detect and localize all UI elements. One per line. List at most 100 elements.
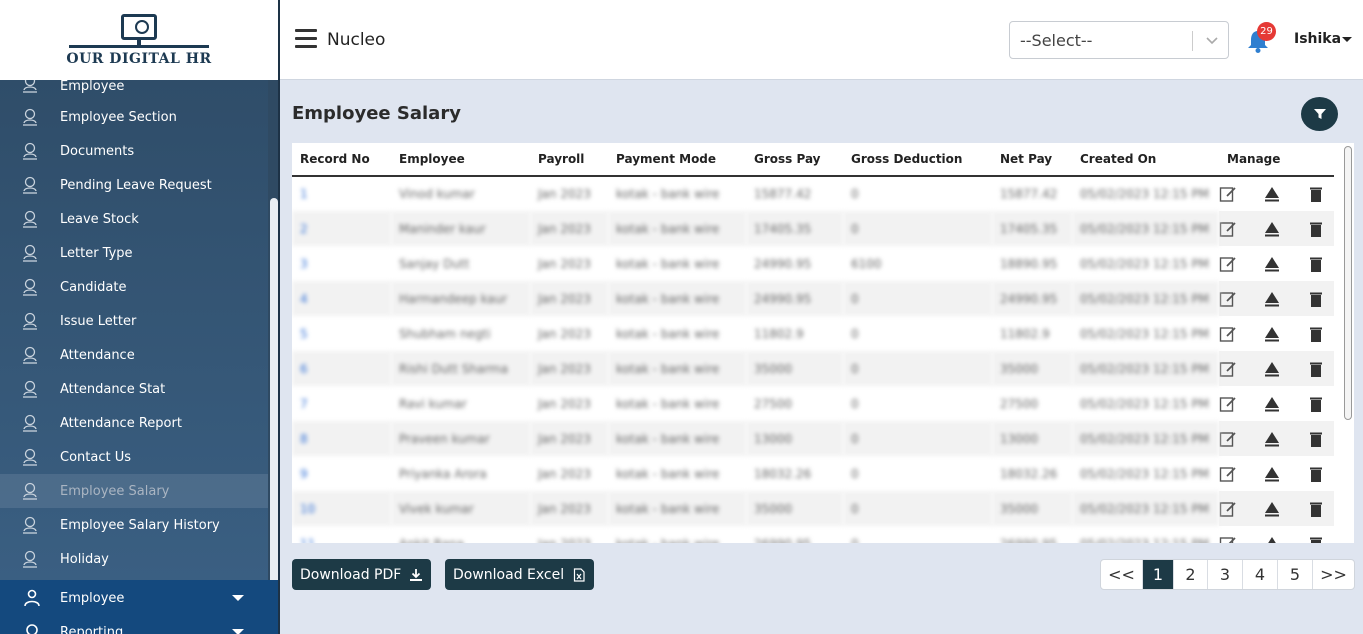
column-header[interactable]: Manage <box>1219 143 1334 177</box>
column-header[interactable]: Record No <box>292 143 391 177</box>
pagination-last[interactable]: >> <box>1320 565 1347 584</box>
upload-icon[interactable] <box>1263 325 1281 343</box>
pagination-page[interactable]: 2 <box>1174 560 1208 589</box>
filter-button[interactable] <box>1301 97 1338 131</box>
edit-icon[interactable] <box>1219 360 1237 378</box>
edit-icon[interactable] <box>1219 395 1237 413</box>
sidebar-item-employee-section[interactable]: Employee Section <box>0 100 268 134</box>
caret-down-icon[interactable] <box>1342 37 1352 42</box>
upload-icon[interactable] <box>1263 535 1281 543</box>
column-header[interactable]: Payment Mode <box>608 143 746 177</box>
sidebar-item-employee[interactable]: Employee <box>0 80 268 94</box>
table-row[interactable]: 10 Vivek kumar Jan 2023 kotak - bank wire 35… <box>292 491 1334 526</box>
sidebar-item-attendance[interactable]: Attendance <box>0 338 268 372</box>
sidebar-item-contact-us[interactable]: Contact Us <box>0 440 268 474</box>
record-link[interactable]: 11 <box>292 526 391 544</box>
sidebar-item-attendance-report[interactable]: Attendance Report <box>0 406 268 440</box>
edit-icon[interactable] <box>1219 465 1237 483</box>
record-link[interactable]: 9 <box>300 466 308 481</box>
upload-icon[interactable] <box>1263 185 1281 203</box>
download-pdf-button[interactable]: Download PDF <box>292 559 432 590</box>
upload-icon[interactable] <box>1263 290 1281 308</box>
edit-icon[interactable] <box>1219 220 1237 238</box>
sidebar-item-employee-salary[interactable]: Employee Salary <box>0 474 268 508</box>
delete-icon[interactable] <box>1307 325 1325 343</box>
hamburger-menu-icon[interactable] <box>295 29 317 49</box>
download-excel-button[interactable]: Download Excel <box>445 559 595 590</box>
sidebar-item-attendance-stat[interactable]: Attendance Stat <box>0 372 268 406</box>
pagination-first[interactable]: << <box>1101 560 1143 589</box>
table-row[interactable]: 4 Harmandeep kaur Jan 2023 kotak - bank wir… <box>292 281 1334 316</box>
edit-icon[interactable] <box>1219 325 1237 343</box>
table-row[interactable]: 3 Sanjay Dutt Jan 2023 kotak - bank wire 249… <box>292 246 1334 281</box>
delete-icon[interactable] <box>1307 220 1325 238</box>
edit-icon[interactable] <box>1219 255 1237 273</box>
upload-icon[interactable] <box>1263 360 1281 378</box>
delete-icon[interactable] <box>1307 395 1325 413</box>
sidebar-item-issue-letter[interactable]: Issue Letter <box>0 304 268 338</box>
sidebar-item-employee-salary-history[interactable]: Employee Salary History <box>0 508 268 542</box>
table-row[interactable]: 1 Vinod kumar Jan 2023 kotak - bank wire 158… <box>292 176 1334 211</box>
delete-icon[interactable] <box>1307 535 1325 543</box>
edit-icon[interactable] <box>1219 430 1237 448</box>
record-link[interactable]: 10 <box>292 491 391 526</box>
record-link[interactable]: 8 <box>292 421 391 456</box>
pagination-page[interactable]: 4 <box>1243 560 1278 589</box>
record-link[interactable]: 3 <box>300 256 308 271</box>
sidebar-item-pending-leave-request[interactable]: Pending Leave Request <box>0 168 268 202</box>
user-menu[interactable]: Ishika <box>1294 31 1342 47</box>
pagination-page[interactable]: 1 <box>1143 560 1174 589</box>
delete-icon[interactable] <box>1307 360 1325 378</box>
pagination-page[interactable]: 3 <box>1208 560 1243 589</box>
sidebar-section-employee[interactable]: Employee <box>0 580 278 616</box>
column-header[interactable]: Gross Pay <box>746 143 843 177</box>
company-select[interactable]: --Select-- <box>1009 21 1229 59</box>
column-header[interactable]: Created On <box>1072 143 1219 177</box>
table-cell: 05/02/2023 12:15 PM <box>1080 187 1209 201</box>
column-header[interactable]: Gross Deduction <box>843 143 992 177</box>
delete-icon[interactable] <box>1307 465 1325 483</box>
sidebar-item-candidate[interactable]: Candidate <box>0 270 268 304</box>
table-row[interactable]: 7 Ravi kumar Jan 2023 kotak - bank wire 2750… <box>292 386 1334 421</box>
record-link[interactable]: 2 <box>292 211 391 246</box>
column-header[interactable]: Net Pay <box>992 143 1072 177</box>
upload-icon[interactable] <box>1263 500 1281 518</box>
table-row[interactable]: 9 Priyanka Arora Jan 2023 kotak - bank wire… <box>292 456 1334 491</box>
sidebar-item-leave-stock[interactable]: Leave Stock <box>0 202 268 236</box>
column-header[interactable]: Employee <box>391 143 530 177</box>
upload-icon[interactable] <box>1263 255 1281 273</box>
delete-icon[interactable] <box>1307 290 1325 308</box>
sidebar-section-reporting[interactable]: Reporting <box>0 614 278 634</box>
record-link[interactable]: 6 <box>292 351 391 386</box>
record-link[interactable]: 1 <box>300 187 308 201</box>
edit-icon[interactable] <box>1219 185 1237 203</box>
record-link[interactable]: 5 <box>300 326 308 341</box>
delete-icon[interactable] <box>1307 430 1325 448</box>
edit-icon[interactable] <box>1219 500 1237 518</box>
sidebar-item-holiday[interactable]: Holiday <box>0 542 268 576</box>
table-row[interactable]: 6 Rishi Dutt Sharma Jan 2023 kotak - bank w… <box>292 351 1334 386</box>
record-link[interactable]: 7 <box>300 396 308 411</box>
upload-icon[interactable] <box>1263 430 1281 448</box>
upload-icon[interactable] <box>1263 220 1281 238</box>
table-scrollbar[interactable] <box>1344 146 1352 420</box>
table-row[interactable]: 5 Shubham negti Jan 2023 kotak - bank wire 1… <box>292 316 1334 351</box>
delete-icon[interactable] <box>1307 500 1325 518</box>
column-header[interactable]: Payroll <box>530 143 608 177</box>
logo[interactable]: OUR DIGITAL HR <box>0 0 278 80</box>
edit-icon[interactable] <box>1219 290 1237 308</box>
record-link[interactable]: 4 <box>292 281 391 316</box>
sidebar-item-label: Employee Section <box>60 109 177 125</box>
upload-icon[interactable] <box>1263 395 1281 413</box>
sidebar-item-letter-type[interactable]: Letter Type <box>0 236 268 270</box>
sidebar-item-documents[interactable]: Documents <box>0 134 268 168</box>
upload-icon[interactable] <box>1263 465 1281 483</box>
edit-icon[interactable] <box>1219 535 1237 543</box>
delete-icon[interactable] <box>1307 185 1325 203</box>
pagination-page[interactable]: 5 <box>1278 560 1313 589</box>
table-row[interactable]: 2 Maninder kaur Jan 2023 kotak - bank wire 1… <box>292 211 1334 246</box>
sidebar-scrollbar[interactable] <box>270 198 278 606</box>
delete-icon[interactable] <box>1307 255 1325 273</box>
table-row[interactable]: 8 Praveen kumar Jan 2023 kotak - bank wire 1… <box>292 421 1334 456</box>
